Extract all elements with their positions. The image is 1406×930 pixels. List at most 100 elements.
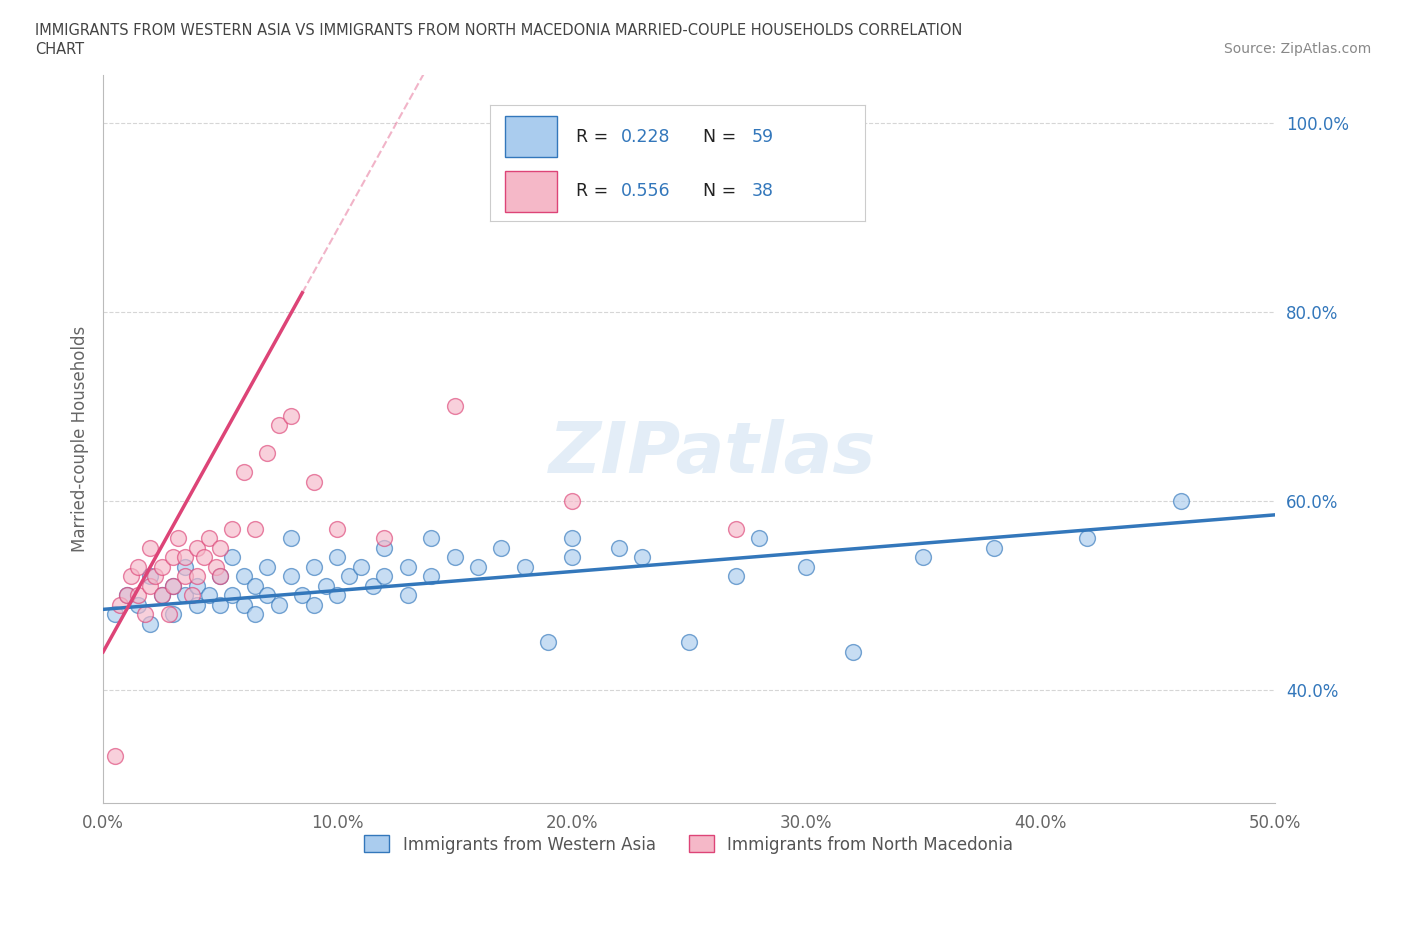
- Text: IMMIGRANTS FROM WESTERN ASIA VS IMMIGRANTS FROM NORTH MACEDONIA MARRIED-COUPLE H: IMMIGRANTS FROM WESTERN ASIA VS IMMIGRAN…: [35, 23, 963, 38]
- Point: [232, 569, 254, 584]
- Point: [561, 493, 583, 508]
- Point: [513, 560, 536, 575]
- Point: [245, 522, 267, 537]
- Point: [150, 560, 173, 575]
- Point: [537, 635, 560, 650]
- Point: [267, 418, 290, 432]
- Point: [221, 550, 243, 565]
- Text: ZIPatlas: ZIPatlas: [548, 419, 876, 488]
- Point: [443, 550, 465, 565]
- Point: [104, 606, 127, 621]
- Point: [245, 578, 267, 593]
- Point: [280, 408, 302, 423]
- Point: [361, 578, 384, 593]
- Point: [842, 644, 865, 659]
- Point: [209, 540, 232, 555]
- Point: [193, 550, 215, 565]
- Point: [280, 531, 302, 546]
- Point: [120, 569, 142, 584]
- Point: [467, 560, 489, 575]
- Point: [104, 749, 127, 764]
- Point: [174, 560, 197, 575]
- Point: [174, 588, 197, 603]
- Point: [337, 569, 360, 584]
- Point: [174, 569, 197, 584]
- Point: [491, 540, 513, 555]
- Point: [983, 540, 1005, 555]
- Point: [157, 606, 180, 621]
- Point: [134, 606, 156, 621]
- Point: [209, 569, 232, 584]
- Point: [204, 560, 226, 575]
- Point: [1076, 531, 1098, 546]
- Point: [181, 588, 204, 603]
- Point: [115, 588, 138, 603]
- Point: [326, 588, 349, 603]
- Point: [443, 399, 465, 414]
- Point: [245, 606, 267, 621]
- Text: CHART: CHART: [35, 42, 84, 57]
- Point: [186, 540, 208, 555]
- Point: [631, 550, 654, 565]
- Point: [256, 588, 278, 603]
- Point: [326, 550, 349, 565]
- Point: [420, 531, 443, 546]
- Point: [396, 560, 419, 575]
- Point: [186, 578, 208, 593]
- Point: [139, 540, 162, 555]
- Point: [794, 560, 817, 575]
- Point: [373, 540, 395, 555]
- Y-axis label: Married-couple Households: Married-couple Households: [72, 326, 89, 552]
- Point: [221, 522, 243, 537]
- Point: [127, 560, 149, 575]
- Point: [186, 597, 208, 612]
- Point: [139, 578, 162, 593]
- Point: [373, 531, 395, 546]
- Point: [162, 550, 184, 565]
- Point: [326, 522, 349, 537]
- Point: [115, 588, 138, 603]
- Point: [174, 550, 197, 565]
- Point: [302, 597, 325, 612]
- Point: [396, 588, 419, 603]
- Point: [724, 569, 747, 584]
- Point: [373, 569, 395, 584]
- Point: [127, 588, 149, 603]
- Point: [1170, 493, 1192, 508]
- Point: [108, 597, 131, 612]
- Point: [280, 569, 302, 584]
- Point: [232, 597, 254, 612]
- Point: [209, 569, 232, 584]
- Point: [150, 588, 173, 603]
- Point: [267, 597, 290, 612]
- Point: [167, 531, 190, 546]
- Point: [256, 560, 278, 575]
- Point: [912, 550, 935, 565]
- Point: [724, 522, 747, 537]
- Point: [678, 635, 700, 650]
- Point: [197, 531, 219, 546]
- Point: [315, 578, 337, 593]
- Point: [127, 597, 149, 612]
- Point: [150, 588, 173, 603]
- Point: [139, 569, 162, 584]
- Text: Source: ZipAtlas.com: Source: ZipAtlas.com: [1223, 42, 1371, 56]
- Point: [162, 606, 184, 621]
- Point: [561, 531, 583, 546]
- Point: [607, 540, 630, 555]
- Point: [162, 578, 184, 593]
- Point: [561, 550, 583, 565]
- Point: [748, 531, 770, 546]
- Point: [302, 560, 325, 575]
- Legend: Immigrants from Western Asia, Immigrants from North Macedonia: Immigrants from Western Asia, Immigrants…: [357, 829, 1021, 860]
- Point: [209, 597, 232, 612]
- Point: [256, 446, 278, 461]
- Point: [162, 578, 184, 593]
- Point: [221, 588, 243, 603]
- Point: [232, 465, 254, 480]
- Point: [302, 474, 325, 489]
- Point: [143, 569, 166, 584]
- Point: [291, 588, 314, 603]
- Point: [197, 588, 219, 603]
- Point: [139, 616, 162, 631]
